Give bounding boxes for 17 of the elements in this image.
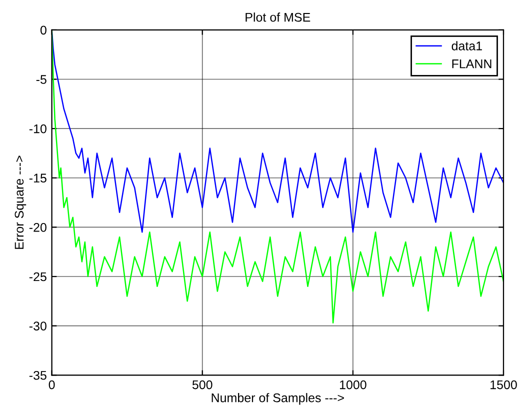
x-tick-label: 0 [48,380,55,390]
y-tick-label: -10 [29,124,46,134]
x-tick-label: 500 [192,380,212,390]
y-tick-label: -30 [29,322,46,330]
y-axis-title: Error Square ---> [14,156,26,249]
x-tick-label: 1000 [340,380,366,390]
legend-label: FLANN [452,60,492,68]
legend-label: data1 [452,41,482,50]
y-tick-label: -25 [29,272,46,282]
chart-title: Plot of MSE [246,12,310,22]
y-tick-label: 0 [40,26,46,35]
x-axis-title: Number of Samples ---> [212,393,344,405]
y-tick-label: -15 [29,174,46,183]
y-tick-label: -35 [29,370,46,380]
x-tick-label: 1500 [490,380,517,390]
y-tick-label: -20 [29,223,46,232]
y-tick-label: -5 [36,75,46,84]
